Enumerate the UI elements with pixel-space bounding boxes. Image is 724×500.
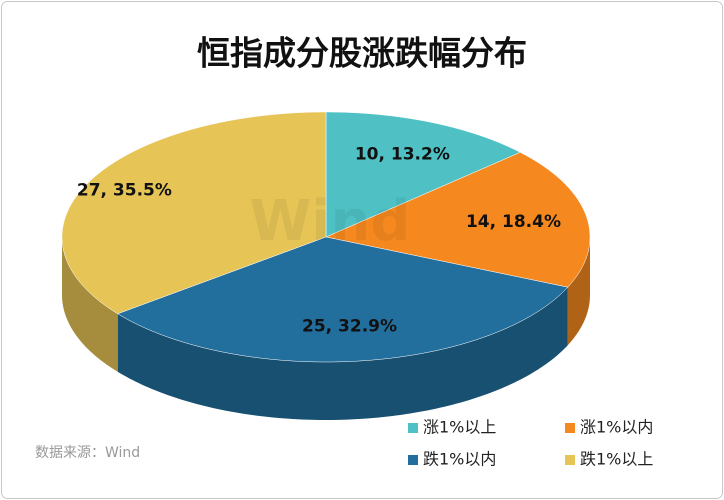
data-label: 10, 13.2% [355,145,450,165]
watermark: Wind [250,189,411,254]
legend-swatch [408,455,418,465]
legend-label: 跌1%以上 [580,450,653,469]
pie-slice [61,111,327,315]
legend-label: 涨1%以上 [423,418,496,437]
pie [61,111,591,420]
chart-title: 恒指成分股涨跌幅分布 [197,34,527,73]
pie-side [567,237,590,346]
pie-slice [117,236,569,363]
legend-label: 跌1%以内 [423,450,496,469]
data-label: 25, 32.9% [302,316,397,336]
legend-swatch [408,423,418,433]
pie-side [117,287,568,420]
pie-side [62,237,118,372]
pie-slice [325,152,591,288]
source-note: 数据来源：Wind [35,445,140,461]
legend-swatch [565,423,575,433]
legend-swatch [565,455,575,465]
data-label: 14, 18.4% [466,212,561,232]
pie-slice [325,111,521,238]
data-label: 27, 35.5% [77,180,172,200]
legend-label: 涨1%以内 [580,418,653,437]
